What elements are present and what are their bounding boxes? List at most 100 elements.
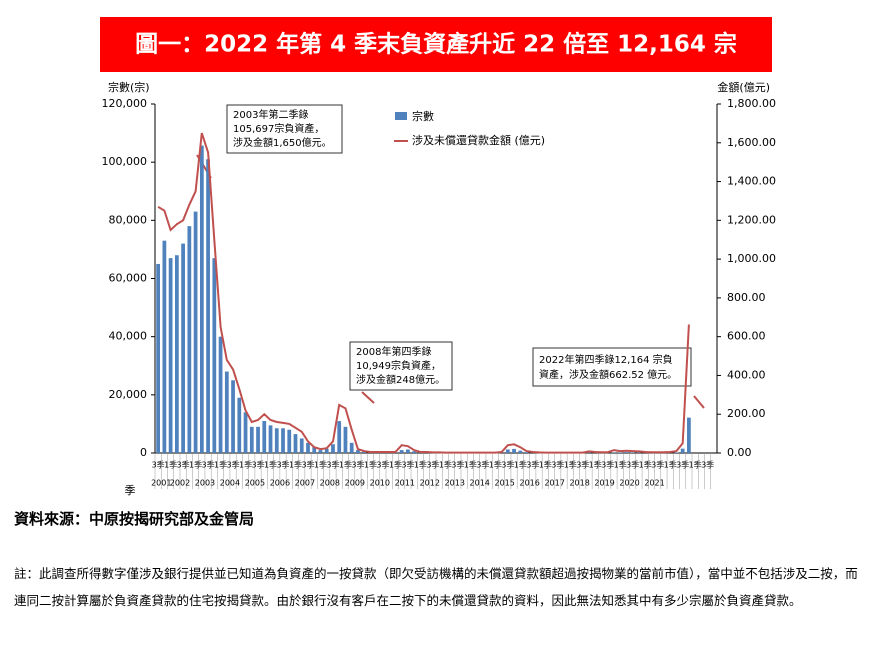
x-year-label: 2002 [170, 479, 190, 488]
y2-tick-label: 1,000.00 [727, 252, 776, 265]
x-year-label: 2004 [220, 479, 240, 488]
x-tick-label: 1季 [264, 460, 277, 470]
y-tick-label: 60,000 [109, 272, 148, 285]
y2-tick-label: 600.00 [727, 330, 766, 343]
y-tick-label: 100,000 [102, 155, 148, 168]
bar [187, 226, 192, 453]
x-year-label: 2013 [445, 479, 465, 488]
bar [206, 159, 210, 453]
bar [349, 442, 354, 453]
x-tick-label: 3季 [301, 460, 314, 470]
x-tick-label: 3季 [551, 460, 564, 470]
bar [324, 448, 329, 453]
bar [168, 258, 173, 453]
bar [231, 380, 235, 453]
x-year-label: 2019 [594, 479, 614, 488]
bar [156, 263, 160, 453]
x-tick-label: 3季 [376, 460, 389, 470]
bar [618, 452, 623, 453]
bar [218, 336, 223, 453]
x-tick-label: 1季 [289, 460, 302, 470]
bar [318, 450, 323, 453]
bar [262, 421, 267, 453]
x-tick-label: 3季 [451, 460, 464, 470]
bar [524, 452, 529, 453]
x-year-label: 2021 [644, 479, 664, 488]
x-year-label: 2016 [519, 479, 539, 488]
bar [293, 434, 298, 453]
x-tick-label: 1季 [389, 460, 402, 470]
x-tick-label: 3季 [601, 460, 614, 470]
bar [249, 426, 254, 453]
bar [256, 426, 260, 453]
bar [199, 145, 204, 453]
bar [162, 240, 167, 453]
legend-label: 涉及未償還貸款金額 (億元) [412, 133, 545, 147]
annotation-box [532, 347, 692, 387]
bar [412, 451, 417, 453]
x-tick-label: 1季 [689, 460, 702, 470]
x-tick-label: 3季 [401, 460, 414, 470]
x-year-label: 2014 [470, 479, 490, 488]
y2-tick-label: 1,200.00 [727, 213, 776, 226]
x-year-label: 2020 [619, 479, 639, 488]
bar [362, 451, 367, 453]
x-tick-label: 1季 [214, 460, 227, 470]
x-tick-label: 3季 [177, 460, 190, 470]
bar [587, 452, 591, 453]
x-tick-label: 3季 [426, 460, 439, 470]
y2-tick-label: 0.00 [727, 446, 752, 459]
bar [237, 397, 242, 453]
x-tick-label: 1季 [589, 460, 602, 470]
x-tick-label: 3季 [651, 460, 664, 470]
y2-tick-label: 1,400.00 [727, 175, 776, 188]
x-tick-label: 3季 [152, 460, 165, 470]
x-tick-label: 1季 [464, 460, 477, 470]
bar [181, 243, 185, 453]
bar [243, 412, 248, 453]
y-tick-label: 20,000 [109, 388, 148, 401]
bar [680, 448, 685, 453]
x-tick-label: 3季 [351, 460, 364, 470]
bar [406, 449, 410, 453]
annotation-text: 2022年第四季錄12,164 宗負 [539, 353, 673, 366]
bar [518, 450, 523, 453]
bar [630, 452, 635, 453]
x-tick-label: 3季 [576, 460, 589, 470]
bar [337, 421, 342, 453]
bar [512, 448, 516, 453]
x-tick-label: 3季 [526, 460, 539, 470]
y-axis-label: 宗數(宗) [108, 80, 150, 94]
bar [287, 429, 292, 453]
x-tick-label: 3季 [701, 460, 714, 470]
y2-tick-label: 800.00 [727, 291, 766, 304]
bar [174, 255, 179, 453]
x-year-label: 2012 [420, 479, 440, 488]
x-tick-label: 1季 [639, 460, 652, 470]
x-year-label: 2001 [151, 479, 171, 488]
bar [356, 450, 360, 453]
bar [299, 438, 304, 453]
x-year-label: 2015 [495, 479, 515, 488]
x-tick-label: 1季 [539, 460, 552, 470]
x-year-label: 2007 [295, 479, 315, 488]
y-tick-label: 0 [140, 446, 147, 459]
y-tick-label: 120,000 [102, 97, 148, 110]
x-year-label: 2008 [320, 479, 340, 488]
bar [306, 442, 310, 453]
legend-label: 宗數 [412, 109, 434, 123]
x-tick-label: 1季 [439, 460, 452, 470]
x-tick-label: 1季 [414, 460, 427, 470]
x-tick-label: 3季 [626, 460, 639, 470]
y2-tick-label: 400.00 [727, 368, 766, 381]
bar [312, 447, 317, 453]
x-tick-label: 3季 [676, 460, 689, 470]
x-tick-label: 3季 [476, 460, 489, 470]
annotation: 2003年第二季錄 105,697宗負資產， 涉及金額1,650億元。 2008… [196, 104, 705, 409]
x-tick-label: 1季 [364, 460, 377, 470]
bar [224, 371, 229, 453]
x-tick-label: 3季 [227, 460, 240, 470]
bar [212, 258, 217, 453]
chart: 圖一：2022 年第 4 季末負資產升近 22 倍至 12,164 宗 宗數(宗… [100, 17, 776, 497]
x-tick-label: 1季 [664, 460, 677, 470]
